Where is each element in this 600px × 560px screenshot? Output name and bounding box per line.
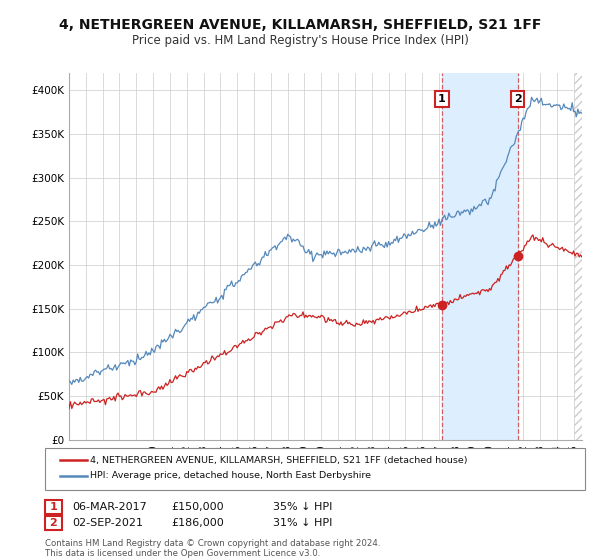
Text: Contains HM Land Registry data © Crown copyright and database right 2024.
This d: Contains HM Land Registry data © Crown c… [45,539,380,558]
Text: 02-SEP-2021: 02-SEP-2021 [72,518,143,528]
Text: £150,000: £150,000 [171,502,224,512]
Text: 1: 1 [438,94,446,104]
Text: 2: 2 [50,518,57,528]
Bar [574,73,590,440]
Text: 31% ↓ HPI: 31% ↓ HPI [273,518,332,528]
Text: £186,000: £186,000 [171,518,224,528]
Text: 1: 1 [50,502,57,512]
Text: HPI: Average price, detached house, North East Derbyshire: HPI: Average price, detached house, Nort… [90,472,371,480]
Text: 06-MAR-2017: 06-MAR-2017 [72,502,147,512]
Text: 4, NETHERGREEN AVENUE, KILLAMARSH, SHEFFIELD, S21 1FF (detached house): 4, NETHERGREEN AVENUE, KILLAMARSH, SHEFF… [90,456,467,465]
Text: 35% ↓ HPI: 35% ↓ HPI [273,502,332,512]
Bar [442,73,518,440]
Text: 2: 2 [514,94,521,104]
Text: Price paid vs. HM Land Registry's House Price Index (HPI): Price paid vs. HM Land Registry's House … [131,34,469,47]
Text: 4, NETHERGREEN AVENUE, KILLAMARSH, SHEFFIELD, S21 1FF: 4, NETHERGREEN AVENUE, KILLAMARSH, SHEFF… [59,18,541,32]
Bar [574,64,584,440]
Bar [574,64,590,440]
